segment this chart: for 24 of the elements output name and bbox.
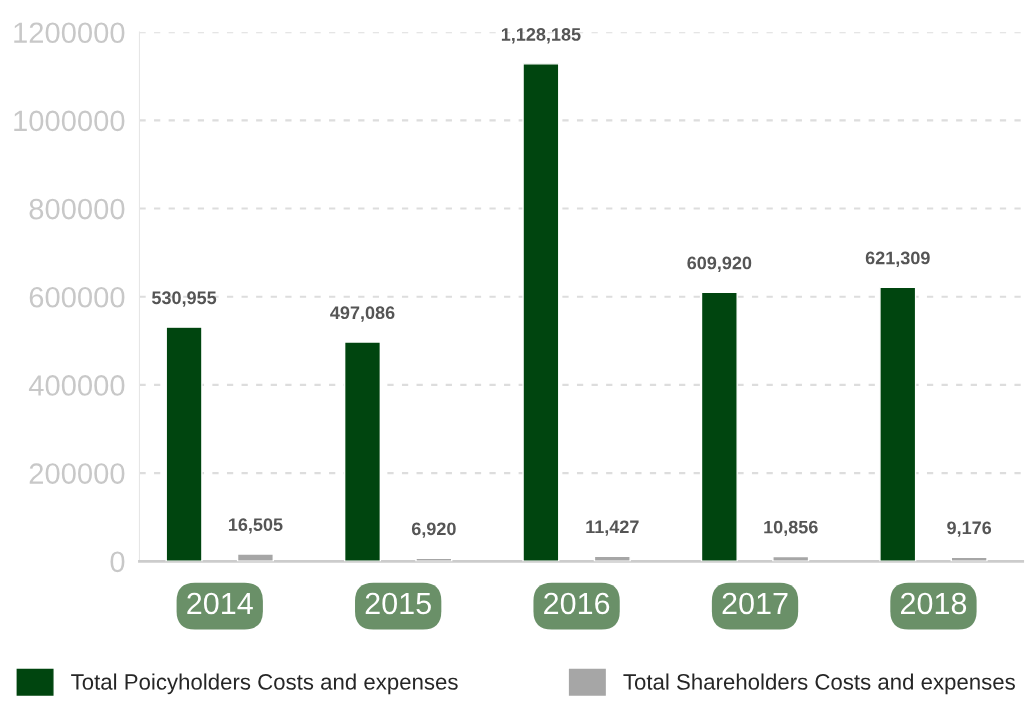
bar xyxy=(700,291,738,562)
data-label: 497,086 xyxy=(330,306,395,322)
bar xyxy=(343,341,382,562)
bar xyxy=(522,63,560,562)
data-label: 609,920 xyxy=(687,256,752,272)
x-tick-label: 2018 xyxy=(901,592,967,615)
bar xyxy=(772,555,810,562)
x-tick-label: 2017 xyxy=(722,592,788,615)
data-label: 10,856 xyxy=(764,520,818,537)
x-tick-label: 2014 xyxy=(187,592,253,615)
data-label: 11,427 xyxy=(586,520,639,536)
data-label: 6,920 xyxy=(411,522,456,538)
data-label: 1,128,185 xyxy=(501,28,581,44)
data-label: 621,309 xyxy=(865,251,930,267)
bar xyxy=(236,553,274,562)
legend-label: Total Poicyholders Costs and expenses xyxy=(71,673,458,695)
legend-label: Total Shareholders Costs and expenses xyxy=(623,673,1015,695)
data-label: 9,176 xyxy=(947,521,992,537)
bar xyxy=(165,326,203,562)
bar xyxy=(879,286,917,562)
x-tick-label: 2016 xyxy=(544,592,610,615)
data-label: 530,955 xyxy=(151,291,217,307)
x-tick-label: 2015 xyxy=(365,592,431,615)
data-label: 16,505 xyxy=(228,518,283,534)
